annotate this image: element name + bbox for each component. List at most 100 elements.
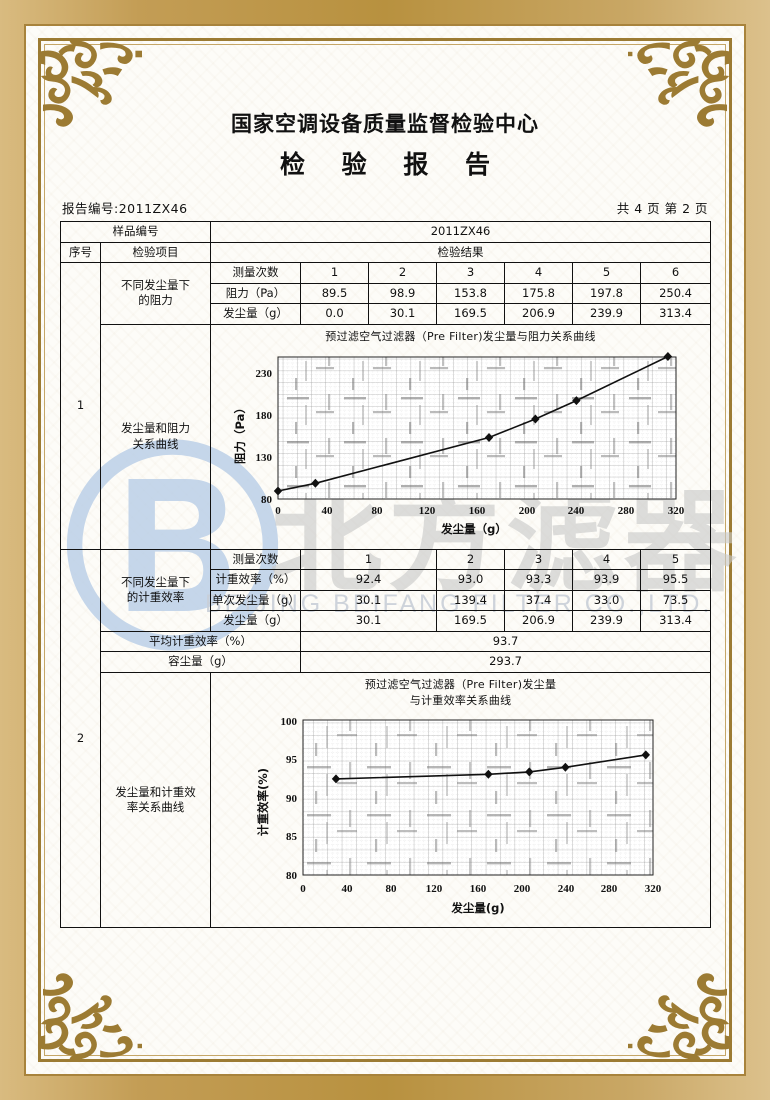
row2-sd-3: 37.4	[504, 589, 573, 612]
svg-text:240: 240	[567, 505, 584, 517]
row1-label-resistance: 阻力（Pa）	[210, 282, 301, 305]
row1-col-6: 6	[639, 262, 712, 284]
chart-1-title: 预过滤空气过滤器（Pre Filter)发尘量与阻力关系曲线	[325, 329, 596, 343]
svg-text:120: 120	[425, 883, 442, 895]
svg-text:40: 40	[341, 883, 353, 895]
row1-col-3: 3	[436, 262, 505, 284]
row2-avg-value: 93.7	[299, 630, 712, 653]
page-indicator: 共 4 页 第 2 页	[616, 201, 708, 216]
report-number: 报告编号:2011ZX46	[62, 201, 188, 216]
svg-text:120: 120	[418, 505, 435, 517]
table-row-chart-1: 发尘量和阻力 关系曲线 预过滤空气过滤器（Pre Filter)发尘量与阻力关系曲…	[61, 323, 712, 550]
svg-text:280: 280	[600, 883, 617, 895]
chart-2-plot: 80 85 90 95 100 0 40 80 120 160 200 240 …	[256, 716, 662, 915]
row2-dust-5: 313.4	[639, 610, 712, 632]
table-row-1-measure: 1 不同发尘量下 的阻力 测量次数 1 2 3 4 5 6	[60, 262, 712, 550]
row2-subitem: 不同发尘量下 的计重效率	[100, 548, 211, 632]
svg-text:160: 160	[469, 883, 486, 895]
row2-eff-2: 93.0	[436, 569, 505, 591]
row2-label-dust: 发尘量（g）	[210, 610, 301, 632]
svg-text:180: 180	[255, 410, 272, 422]
svg-text:100: 100	[280, 716, 297, 728]
row2-col-4: 4	[572, 548, 641, 571]
svg-text:320: 320	[667, 505, 684, 517]
chart-1-xlabel: 发尘量（g）	[440, 522, 507, 536]
row2-dust-1: 30.1	[300, 610, 437, 632]
svg-text:280: 280	[617, 505, 634, 517]
chart-1-plot: 80 130 180 230 0 40 80 120 160 200 240 2…	[233, 351, 684, 536]
table-row-header: 序号 检验项目 检验结果	[60, 241, 712, 264]
row1-subitem: 不同发尘量下 的阻力	[100, 262, 211, 325]
report-meta: 报告编号:2011ZX46 共 4 页 第 2 页	[60, 198, 710, 217]
row1-dust-5: 239.9	[572, 303, 641, 325]
row2-eff-1: 92.4	[300, 569, 437, 591]
svg-text:80: 80	[261, 494, 273, 506]
svg-text:80: 80	[371, 505, 383, 517]
header-seq: 序号	[60, 241, 101, 264]
row2-cap-label: 容尘量（g）	[100, 651, 301, 673]
header-result: 检验结果	[209, 241, 712, 264]
svg-text:0: 0	[275, 505, 281, 517]
row1-dust-1: 0.0	[300, 303, 369, 325]
row1-label-dust: 发尘量（g）	[210, 303, 301, 325]
row2-label-measure: 测量次数	[210, 548, 301, 571]
row2-eff-4: 93.9	[572, 569, 641, 591]
svg-text:200: 200	[518, 505, 535, 517]
svg-text:0: 0	[300, 883, 306, 895]
chart-2-ylabel: 计重效率(%)	[256, 768, 270, 836]
svg-text:320: 320	[644, 883, 661, 895]
chart-2-cell: 预过滤空气过滤器（Pre Filter)发尘量 与计重效率关系曲线	[209, 671, 712, 929]
table-row-2-measure: 2 不同发尘量下 的计重效率 测量次数 1 2 3 4 5	[60, 548, 712, 929]
row2-col-5: 5	[639, 548, 712, 571]
organization-title: 国家空调设备质量监督检验中心	[231, 112, 539, 136]
row2-seq: 2	[60, 548, 101, 929]
row1-dust-2: 30.1	[368, 303, 437, 325]
row2-col-2: 2	[436, 548, 505, 571]
row2-sd-2: 139.4	[436, 589, 505, 612]
row1-res-2: 98.9	[368, 282, 437, 305]
ornament-corner-bottom-right	[628, 958, 738, 1068]
row1-res-1: 89.5	[300, 282, 369, 305]
row1-col-4: 4	[504, 262, 573, 284]
chart-2: 预过滤空气过滤器（Pre Filter)发尘量 与计重效率关系曲线	[211, 673, 710, 928]
row2-eff-3: 93.3	[504, 569, 573, 591]
row1-col-1: 1	[300, 262, 369, 284]
chart-2-title: 预过滤空气过滤器（Pre Filter)发尘量 与计重效率关系曲线	[364, 677, 557, 707]
row2-cap-value: 293.7	[299, 651, 712, 673]
chart-2-xlabel: 发尘量(g)	[450, 901, 504, 915]
page-title: 检 验 报 告	[279, 150, 505, 179]
row1-res-5: 197.8	[572, 282, 641, 305]
report-content: 国家空调设备质量监督检验中心 检 验 报 告 报告编号:2011ZX46 共 4…	[60, 60, 712, 929]
svg-text:240: 240	[557, 883, 574, 895]
table-row-2-average: 平均计重效率（%） 93.7	[61, 630, 712, 653]
table-row-sample: 样品编号 2011ZX46	[60, 221, 712, 243]
svg-text:80: 80	[286, 870, 298, 882]
row1-res-3: 153.8	[436, 282, 505, 305]
table-row-2-efficiency: 计重效率（%） 92.4 93.0 93.3 93.9 95.5	[61, 569, 712, 591]
row2-col-3: 3	[504, 548, 573, 571]
row2-col-1: 1	[300, 548, 437, 571]
chart-1: 预过滤空气过滤器（Pre Filter)发尘量与阻力关系曲线	[211, 325, 710, 549]
row2-dust-3: 206.9	[504, 610, 573, 632]
svg-text:85: 85	[286, 831, 298, 843]
chart-1-ylabel: 阻力（Pa）	[233, 402, 247, 464]
svg-text:90: 90	[286, 793, 298, 805]
ornament-corner-bottom-left	[32, 958, 142, 1068]
svg-text:80: 80	[385, 883, 397, 895]
svg-text:160: 160	[468, 505, 485, 517]
row2-avg-label: 平均计重效率（%）	[100, 630, 301, 653]
row1-dust-6: 313.4	[639, 303, 712, 325]
row2-label-efficiency: 计重效率（%）	[210, 569, 301, 591]
row1-dust-4: 206.9	[504, 303, 573, 325]
row1-col-5: 5	[572, 262, 641, 284]
row1-seq: 1	[60, 262, 101, 550]
row2-sd-5: 73.5	[639, 589, 712, 612]
row1-dust-3: 169.5	[436, 303, 505, 325]
sample-value: 2011ZX46	[209, 221, 712, 243]
row1-res-4: 175.8	[504, 282, 573, 305]
row2-dust-4: 239.9	[572, 610, 641, 632]
sample-label: 样品编号	[60, 221, 211, 243]
svg-text:200: 200	[513, 883, 530, 895]
header-item: 检验项目	[100, 241, 211, 264]
row1-res-6: 250.4	[639, 282, 712, 305]
